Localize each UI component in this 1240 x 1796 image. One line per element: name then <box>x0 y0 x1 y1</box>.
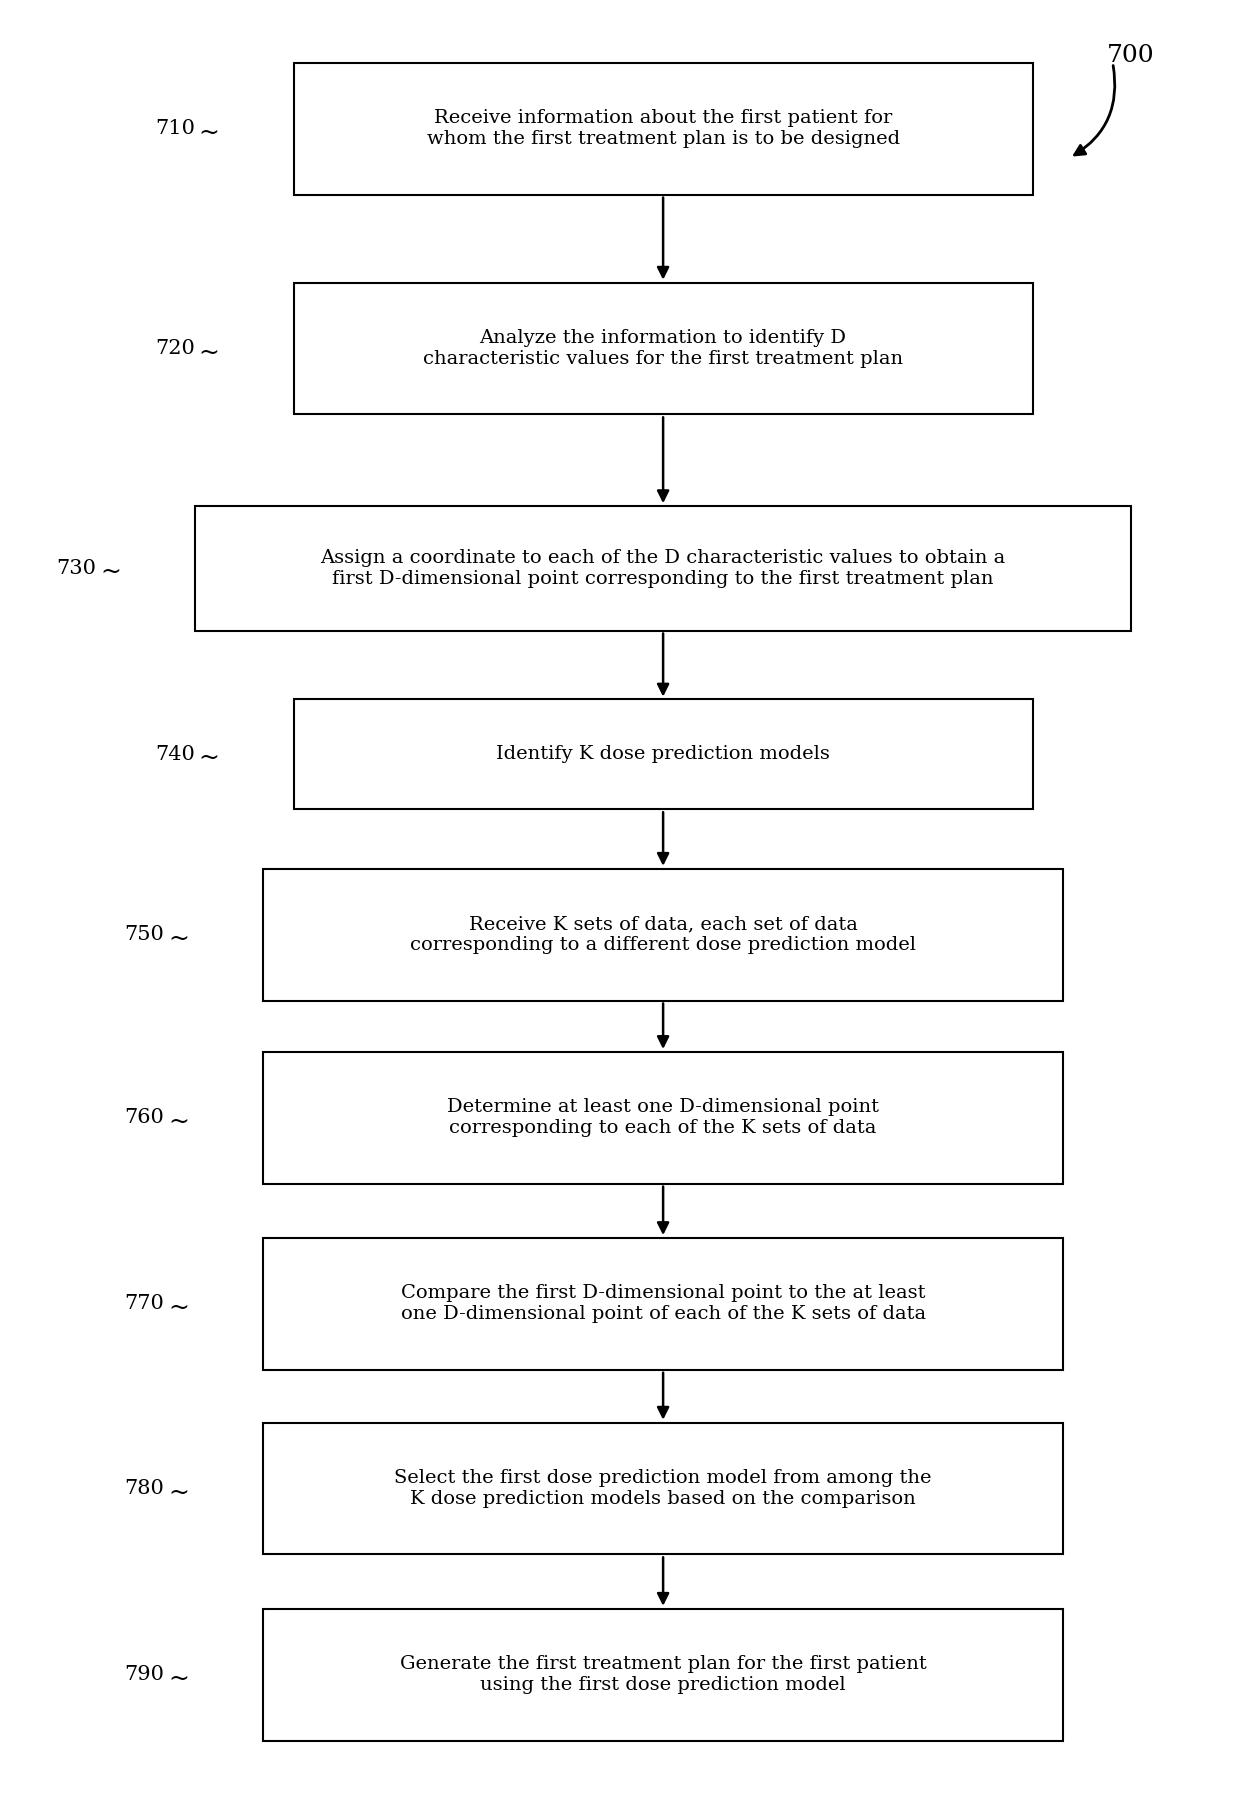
Text: 780: 780 <box>124 1480 164 1498</box>
Text: ~: ~ <box>100 560 122 584</box>
FancyBboxPatch shape <box>263 1237 1064 1370</box>
Text: ~: ~ <box>198 341 219 365</box>
Text: Receive information about the first patient for
whom the first treatment plan is: Receive information about the first pati… <box>427 110 900 147</box>
Text: 700: 700 <box>1106 43 1154 66</box>
Text: 740: 740 <box>155 745 195 763</box>
Text: Select the first dose prediction model from among the
K dose prediction models b: Select the first dose prediction model f… <box>394 1469 931 1509</box>
Text: ~: ~ <box>198 122 219 145</box>
Text: Compare the first D-dimensional point to the at least
one D-dimensional point of: Compare the first D-dimensional point to… <box>401 1284 926 1324</box>
Text: Assign a coordinate to each of the D characteristic values to obtain a
first D-d: Assign a coordinate to each of the D cha… <box>320 550 1006 587</box>
Text: 720: 720 <box>155 339 195 357</box>
FancyBboxPatch shape <box>294 699 1033 810</box>
Text: Receive K sets of data, each set of data
corresponding to a different dose predi: Receive K sets of data, each set of data… <box>410 916 916 954</box>
Text: 710: 710 <box>155 119 195 138</box>
Text: ~: ~ <box>167 1110 188 1133</box>
Text: ~: ~ <box>167 1297 188 1320</box>
Text: 770: 770 <box>124 1295 164 1313</box>
Text: ~: ~ <box>167 1667 188 1690</box>
Text: Determine at least one D-dimensional point
corresponding to each of the K sets o: Determine at least one D-dimensional poi… <box>448 1099 879 1137</box>
Text: Generate the first treatment plan for the first patient
using the first dose pre: Generate the first treatment plan for th… <box>399 1656 926 1694</box>
Text: ~: ~ <box>167 927 188 950</box>
FancyBboxPatch shape <box>263 1052 1064 1184</box>
Text: 750: 750 <box>124 925 164 945</box>
FancyBboxPatch shape <box>294 282 1033 415</box>
Text: ~: ~ <box>167 1482 188 1505</box>
Text: Analyze the information to identify D
characteristic values for the first treatm: Analyze the information to identify D ch… <box>423 329 903 368</box>
FancyBboxPatch shape <box>263 1422 1064 1555</box>
Text: 790: 790 <box>124 1665 164 1685</box>
Text: ~: ~ <box>198 747 219 770</box>
FancyBboxPatch shape <box>195 506 1131 630</box>
Text: Identify K dose prediction models: Identify K dose prediction models <box>496 745 830 763</box>
FancyBboxPatch shape <box>263 869 1064 1000</box>
FancyBboxPatch shape <box>263 1609 1064 1740</box>
Text: 730: 730 <box>57 559 97 578</box>
FancyBboxPatch shape <box>294 63 1033 194</box>
Text: 760: 760 <box>124 1108 164 1128</box>
